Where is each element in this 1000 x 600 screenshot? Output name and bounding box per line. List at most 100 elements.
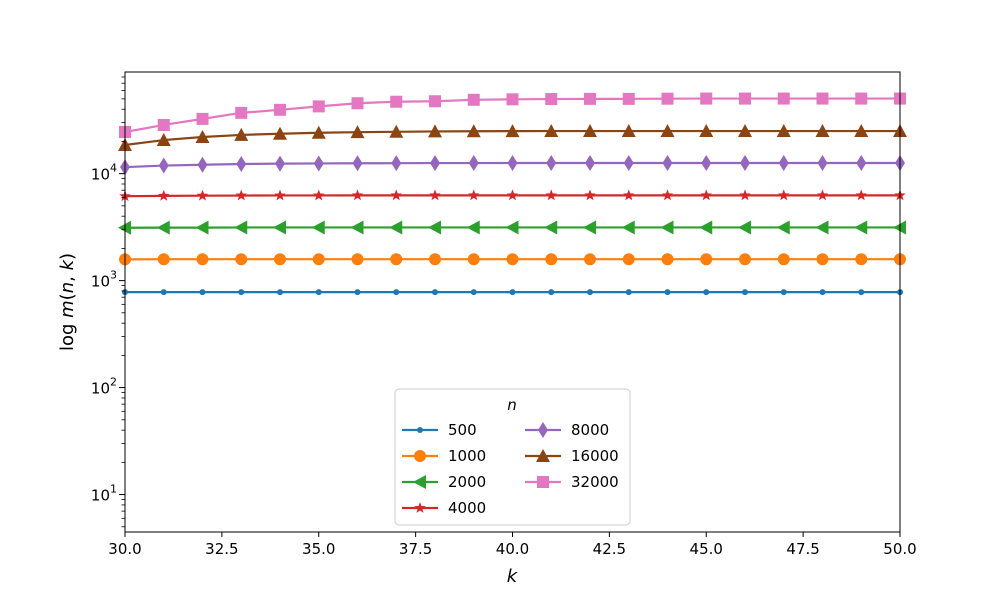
data-point — [625, 289, 632, 296]
y-tick-label: 101 — [91, 483, 117, 505]
data-point — [780, 289, 787, 296]
x-axis: 30.0 32.5 35.0 37.5 40.0 42.5 45.0 47.5 50.0 — [108, 532, 917, 558]
data-point — [703, 289, 710, 296]
series-500 — [122, 289, 903, 296]
legend-swatch-marker — [417, 427, 423, 433]
data-point — [196, 189, 209, 201]
data-point — [584, 189, 596, 201]
data-point — [389, 220, 403, 235]
data-point — [313, 189, 325, 201]
data-point — [585, 155, 595, 172]
data-point — [621, 124, 636, 138]
data-point — [815, 124, 830, 138]
legend-swatch-marker — [414, 450, 426, 462]
data-point — [505, 220, 519, 235]
data-point — [234, 127, 249, 141]
data-point — [622, 253, 635, 266]
y-axis-label: log m(n, k) — [57, 253, 78, 351]
data-point — [776, 124, 791, 138]
data-point — [273, 220, 286, 235]
data-point — [739, 253, 751, 266]
data-point — [699, 220, 713, 235]
y-tick-label: 102 — [91, 376, 117, 398]
x-tick-label: 35.0 — [302, 540, 335, 558]
data-point — [351, 189, 364, 201]
data-point — [699, 124, 714, 138]
data-point — [315, 289, 322, 296]
data-point — [777, 92, 790, 105]
data-point — [274, 103, 286, 116]
data-point — [545, 189, 557, 201]
data-point — [160, 289, 167, 296]
data-point — [858, 289, 865, 296]
x-tick-label: 37.5 — [399, 540, 432, 558]
legend-item-1000: 1000 — [402, 447, 486, 465]
data-point — [277, 289, 283, 296]
data-point — [776, 220, 790, 235]
data-point — [157, 253, 170, 266]
x-tick-label: 32.5 — [205, 540, 238, 558]
data-point — [274, 189, 286, 201]
x-tick-label: 45.0 — [690, 540, 723, 558]
data-point — [548, 289, 555, 296]
legend-label: 32000 — [571, 473, 619, 491]
data-point — [311, 220, 325, 235]
data-point — [587, 289, 593, 296]
data-point — [466, 124, 481, 138]
data-point — [351, 253, 364, 266]
data-point — [311, 125, 326, 139]
data-point — [815, 220, 829, 235]
data-point — [545, 93, 558, 106]
legend-swatch-marker — [538, 422, 548, 438]
data-point — [430, 155, 440, 172]
data-point — [390, 95, 403, 108]
data-point — [856, 155, 867, 172]
data-point — [544, 220, 558, 235]
data-point — [467, 93, 480, 106]
x-tick-label: 42.5 — [593, 540, 626, 558]
x-tick-label: 50.0 — [883, 540, 916, 558]
legend-label: 1000 — [448, 447, 486, 465]
data-point — [390, 253, 403, 266]
data-point — [621, 220, 635, 235]
x-tick-label: 47.5 — [786, 540, 819, 558]
data-point — [466, 220, 480, 235]
data-point — [312, 100, 325, 113]
data-point — [391, 155, 402, 172]
data-point — [350, 125, 365, 139]
data-point — [584, 92, 596, 105]
series-8000 — [120, 155, 905, 176]
data-point — [854, 124, 869, 138]
data-point — [509, 289, 516, 296]
data-point — [274, 253, 286, 266]
data-point — [855, 189, 867, 201]
data-point — [700, 189, 712, 201]
legend-box — [394, 388, 631, 526]
data-point — [196, 253, 209, 266]
data-point — [197, 156, 208, 173]
legend-item-8000: 8000 — [525, 421, 609, 439]
data-point — [661, 189, 674, 201]
data-point — [700, 253, 713, 266]
data-point — [352, 155, 363, 172]
data-point — [819, 289, 826, 296]
legend-item-500: 500 — [402, 421, 477, 439]
data-point — [195, 129, 210, 143]
data-point — [429, 253, 441, 266]
data-point — [546, 155, 557, 172]
data-point — [470, 289, 477, 296]
data-point — [854, 220, 868, 235]
data-point — [196, 112, 209, 125]
data-point — [701, 155, 712, 172]
data-point — [238, 289, 245, 296]
data-point — [428, 220, 441, 235]
data-point — [158, 157, 169, 174]
data-point — [506, 253, 519, 266]
data-point — [816, 92, 829, 105]
data-point — [544, 124, 559, 138]
data-point — [622, 92, 635, 105]
data-point — [817, 155, 828, 172]
data-point — [234, 220, 248, 235]
legend-swatch-marker — [536, 449, 550, 462]
data-point — [506, 189, 519, 201]
